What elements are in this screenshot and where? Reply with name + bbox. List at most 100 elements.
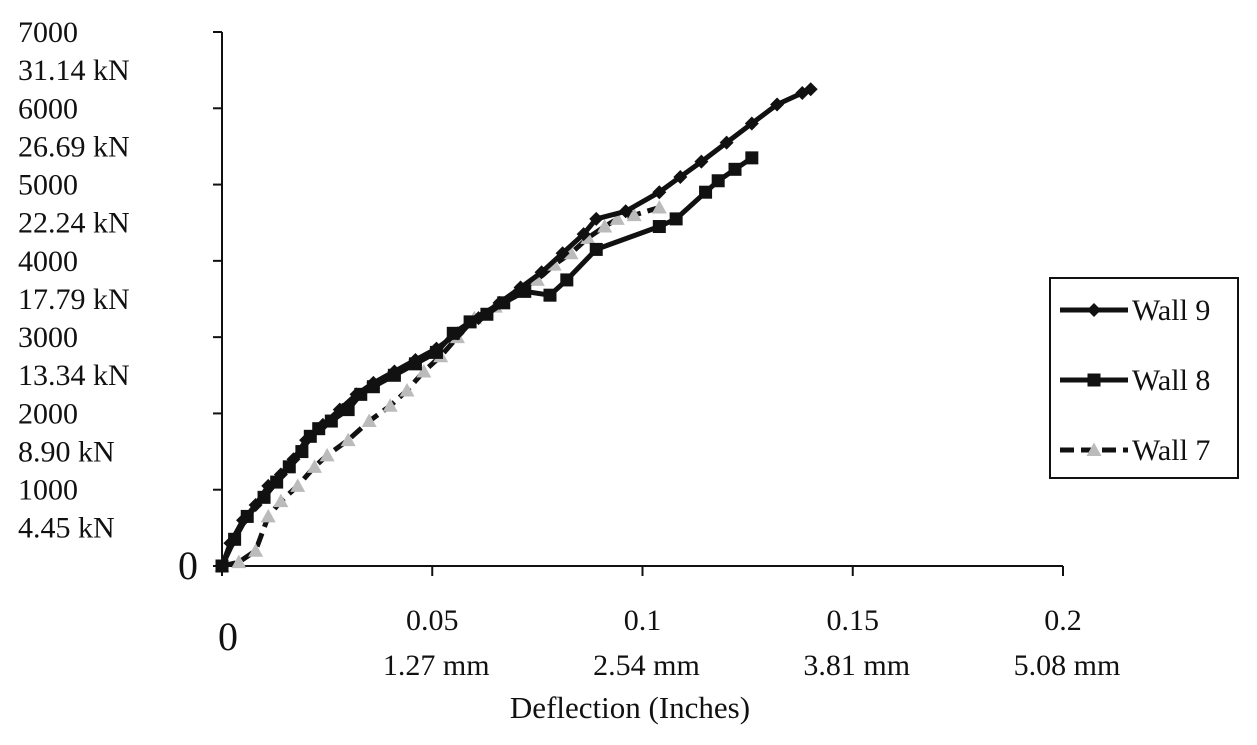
data-point-wall-7	[626, 207, 642, 222]
legend-label: Wall 7	[1132, 434, 1210, 467]
data-point-wall-8	[745, 151, 759, 165]
x-tick-label: 0	[218, 614, 238, 659]
data-point-wall-9	[492, 295, 507, 310]
data-point-wall-9	[261, 478, 276, 493]
x-axis-ticks: 0 0.05 1.27 mm 0.1 2.54 mm 0.15 3.81 mm 0.2 5.08…	[218, 566, 1120, 682]
series-line-wall-7	[221, 205, 661, 569]
series-wall-9	[215, 82, 818, 573]
data-point-wall-9	[803, 82, 818, 97]
data-point-wall-8	[669, 212, 683, 226]
x-tick-sublabel: 3.81 mm	[803, 649, 910, 682]
data-point-wall-9	[534, 265, 549, 280]
data-point-wall-9	[719, 135, 734, 150]
legend-item-wall-9: Wall 9	[1060, 294, 1210, 327]
data-point-wall-9	[349, 387, 364, 402]
data-point-wall-7	[529, 272, 545, 286]
data-point-wall-7	[651, 199, 667, 214]
legend-label: Wall 9	[1132, 294, 1210, 327]
data-point-wall-7	[248, 543, 264, 557]
data-point-wall-9	[513, 280, 528, 295]
y-tick-sublabel: 22.24 kN	[18, 207, 130, 240]
data-point-wall-8	[589, 242, 603, 256]
axes	[221, 32, 1063, 567]
data-point-wall-9	[770, 97, 785, 112]
y-tick-label: 1000	[18, 474, 78, 507]
legend-swatch-marker	[1086, 442, 1102, 456]
data-point-wall-8	[711, 174, 725, 188]
x-tick-sublabel: 1.27 mm	[383, 649, 490, 682]
data-point-wall-9	[366, 375, 381, 390]
data-point-wall-9	[273, 467, 288, 482]
data-point-wall-9	[673, 169, 688, 184]
x-tick-sublabel: 2.54 mm	[593, 649, 700, 682]
series-wall-7	[214, 199, 667, 572]
data-point-wall-7	[290, 478, 306, 492]
data-point-wall-7	[597, 219, 613, 233]
y-tick-sublabel: 4.45 kN	[18, 512, 115, 545]
data-point-wall-8	[560, 273, 574, 287]
y-axis-ticks: 0 1000 4.45 kN 2000 8.90 kN 3000 13.34 kN 4000 1…	[18, 16, 222, 588]
data-point-wall-8	[699, 185, 713, 199]
data-point-wall-9	[408, 353, 423, 368]
y-tick-sublabel: 17.79 kN	[18, 283, 130, 316]
y-tick-label: 2000	[18, 397, 78, 430]
x-axis-title: Deflection (Inches)	[510, 690, 750, 725]
data-point-wall-9	[236, 513, 251, 528]
data-point-wall-9	[450, 326, 465, 341]
data-point-wall-9	[215, 559, 229, 573]
data-point-wall-9	[223, 536, 238, 551]
data-point-wall-7	[416, 363, 432, 378]
y-tick-label: 3000	[18, 321, 78, 354]
x-tick-label: 0.05	[406, 604, 459, 637]
data-point-wall-9	[299, 433, 314, 448]
data-point-wall-9	[576, 227, 591, 242]
data-point-wall-9	[555, 246, 570, 261]
legend: Wall 9 Wall 8 Wall 7	[1049, 277, 1239, 479]
series-layer	[214, 82, 818, 573]
x-tick-label: 0.1	[624, 604, 662, 637]
data-point-wall-9	[589, 211, 604, 226]
data-point-wall-7	[307, 459, 323, 473]
data-point-wall-9	[387, 364, 402, 379]
data-point-wall-8	[728, 162, 742, 176]
data-point-wall-7	[399, 383, 415, 397]
data-point-wall-8	[543, 288, 557, 302]
y-tick-label: 5000	[18, 169, 78, 202]
data-point-wall-8	[652, 220, 666, 234]
data-point-wall-9	[652, 185, 667, 200]
legend-item-wall-8: Wall 8	[1060, 364, 1210, 397]
data-point-wall-9	[248, 497, 263, 512]
data-point-wall-9	[471, 311, 486, 326]
y-tick-sublabel: 8.90 kN	[18, 435, 115, 468]
data-point-wall-7	[382, 398, 398, 412]
data-point-wall-9	[618, 204, 633, 219]
data-point-wall-7	[231, 554, 247, 569]
data-point-wall-7	[563, 245, 579, 260]
data-point-wall-7	[260, 508, 276, 523]
legend-swatch-marker	[1087, 373, 1101, 387]
y-tick-label: 6000	[18, 92, 78, 125]
y-tick-sublabel: 26.69 kN	[18, 130, 130, 163]
x-tick-label: 0.2	[1044, 604, 1082, 637]
series-line-wall-9	[219, 86, 812, 567]
legend-swatch-marker	[1087, 303, 1101, 317]
data-point-wall-9	[429, 341, 444, 356]
legend-item-wall-7: Wall 7	[1060, 434, 1210, 467]
y-tick-sublabel: 31.14 kN	[18, 54, 130, 87]
legend-label: Wall 8	[1132, 364, 1210, 397]
y-tick-sublabel: 13.34 kN	[18, 359, 130, 392]
data-point-wall-7	[319, 447, 335, 462]
data-point-wall-7	[609, 211, 625, 225]
data-point-wall-9	[286, 452, 301, 467]
y-tick-label: 0	[178, 543, 198, 588]
data-point-wall-9	[694, 154, 709, 169]
data-point-wall-9	[332, 402, 347, 417]
series-wall-8	[215, 151, 759, 573]
y-tick-label: 7000	[18, 16, 78, 49]
data-point-wall-9	[744, 116, 759, 131]
data-point-wall-7	[273, 493, 289, 508]
data-point-wall-7	[340, 432, 356, 447]
y-tick-label: 4000	[18, 245, 78, 278]
x-tick-label: 0.15	[827, 604, 880, 637]
